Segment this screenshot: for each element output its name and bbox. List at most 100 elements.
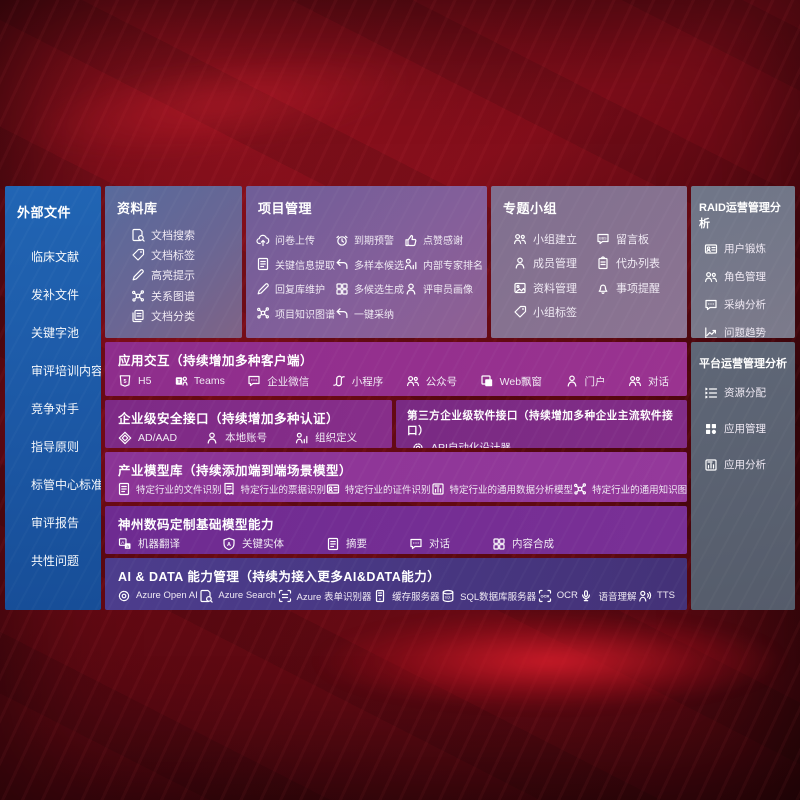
like-thanks[interactable]: 点赞感谢: [404, 232, 483, 247]
mini-program-client[interactable]: 小程序: [332, 374, 383, 389]
relation-graph[interactable]: 关系图谱: [131, 288, 242, 304]
expiry-alert[interactable]: 到期预警: [335, 232, 404, 247]
clipboard-icon: [596, 256, 610, 270]
role-management[interactable]: 角色管理: [704, 269, 795, 284]
standards-center-standards-label: 标管中心标准: [31, 478, 101, 492]
competitors[interactable]: 竞争对手: [31, 400, 93, 417]
right-column: RAID运营管理分析 用户锻炼 角色管理 采纳分析 问题趋势 平台运营管理分析 资源分…: [691, 186, 795, 610]
cache-server[interactable]: 缓存服务器: [373, 589, 440, 603]
common-issues[interactable]: 共性问题: [31, 552, 93, 569]
group-creation[interactable]: 小组建立: [513, 231, 596, 247]
review-reports[interactable]: 审评报告: [31, 514, 93, 531]
industry-data-analysis-model[interactable]: 特定行业的通用数据分析模型: [431, 482, 573, 496]
teams-client[interactable]: T Teams: [174, 374, 225, 388]
standards-center-standards[interactable]: 标管中心标准: [31, 476, 101, 493]
event-reminder[interactable]: 事项提醒: [596, 280, 679, 296]
topic-group-panel: 专题小组 小组建立 BBS 留言板 成员管理 代办列表 资料管理 事项提醒 小组标签: [491, 186, 687, 338]
event-reminder-label: 事项提醒: [616, 282, 660, 295]
content-synthesis[interactable]: 内容合成: [492, 536, 554, 551]
issue-trends[interactable]: 问题趋势: [704, 325, 795, 338]
reply-library-maintenance[interactable]: 回复库维护: [256, 281, 335, 296]
idcard-icon: [326, 482, 340, 496]
highlight-hint[interactable]: 高亮提示: [131, 267, 242, 283]
api-auto-designer[interactable]: API自动化设计器: [411, 440, 511, 448]
key-entities[interactable]: A 关键实体: [222, 536, 284, 551]
industry-id-recognition[interactable]: 特定行业的证件识别: [326, 482, 431, 496]
key-info-extraction-label: 关键信息提取: [275, 260, 335, 272]
org-definition-auth-label: 组织定义: [315, 432, 358, 444]
industry-knowledge-graph-model[interactable]: 特定行业的通用知识图谱模型: [573, 482, 687, 496]
guidelines[interactable]: 指导原则: [31, 438, 93, 455]
review-training-content[interactable]: 审评培训内容: [31, 362, 101, 379]
ocr-capability[interactable]: OCR OCR: [538, 589, 578, 603]
app-analysis-label: 应用分析: [724, 459, 766, 471]
message-board[interactable]: BBS 留言板: [596, 231, 679, 247]
dialogue[interactable]: 对话: [409, 536, 450, 551]
app-analysis[interactable]: 应用分析: [704, 457, 795, 472]
official-account-client[interactable]: 公众号: [406, 374, 457, 389]
doc-search[interactable]: 文档搜索: [131, 227, 242, 243]
todo-list[interactable]: 代办列表: [596, 255, 679, 271]
supplement-files[interactable]: 发补文件: [31, 286, 93, 303]
ad-aad-auth[interactable]: AD/AAD: [118, 431, 177, 445]
bell-icon: [596, 281, 610, 295]
web-popup-client[interactable]: Web飘窗: [480, 374, 542, 389]
project-management-list: 问卷上传 到期预警 点赞感谢关键信息提取 多样本候选 内部专家排名回复库维护 多候选生成 评…: [246, 223, 487, 338]
svg-text:a: a: [126, 543, 129, 548]
industry-file-recognition[interactable]: 特定行业的文件识别: [117, 482, 222, 496]
multi-sample-candidates[interactable]: 多样本候选: [335, 257, 404, 272]
azure-search-label: Azure Search: [218, 590, 276, 601]
sql-db-server[interactable]: SQL SQL数据库服务器: [441, 589, 536, 603]
doc-icon: [117, 482, 131, 496]
project-management-panel: 项目管理 问卷上传 到期预警 点赞感谢 关键信息提取 多样本候选 内部专家排名 回复库维护 多…: [246, 186, 487, 338]
h5-client[interactable]: 5 H5: [118, 374, 151, 388]
resource-allocation[interactable]: 资源分配: [704, 385, 795, 400]
doc-classification[interactable]: 文档分类: [131, 308, 242, 324]
security-interface-title: 企业级安全接口（持续增加多种认证）: [118, 412, 340, 426]
reviewer-profile[interactable]: 评审员画像: [404, 281, 483, 296]
azure-search[interactable]: Azure Search: [199, 589, 276, 603]
portal-client[interactable]: 门户: [565, 374, 606, 389]
diamond-icon: [118, 431, 132, 445]
library-list: 文档搜索文档标签高亮提示关系图谱文档分类: [105, 223, 242, 338]
summary[interactable]: 摘要: [326, 536, 367, 551]
speech-understanding[interactable]: 语音理解: [579, 589, 636, 603]
teams-icon: T: [174, 374, 188, 388]
app-management[interactable]: 应用管理: [704, 421, 795, 436]
keyword-pool[interactable]: 关键字池: [31, 324, 93, 341]
local-account-auth[interactable]: 本地账号: [205, 430, 267, 445]
azure-openai[interactable]: Azure Open AI: [117, 589, 198, 603]
tts-capability[interactable]: TTS: [638, 589, 675, 603]
svg-text:A: A: [227, 541, 231, 547]
project-knowledge-graph-label: 项目知识图谱: [275, 309, 335, 321]
multi-candidate-generation[interactable]: 多候选生成: [335, 281, 404, 296]
cloud-up-icon: [256, 233, 270, 247]
org-definition-auth[interactable]: 组织定义: [295, 430, 357, 445]
group-tags[interactable]: 小组标签: [513, 304, 596, 320]
adoption-analysis[interactable]: 采纳分析: [704, 297, 795, 312]
user-training[interactable]: 用户锻炼: [704, 241, 795, 256]
dialog-client[interactable]: 对话: [628, 374, 669, 389]
window-icon: [480, 374, 494, 388]
material-management[interactable]: 资料管理: [513, 280, 596, 296]
one-click-adoption-label: 一键采纳: [354, 309, 394, 321]
wecom-client[interactable]: 企业微信: [247, 374, 309, 389]
doc-tags[interactable]: 文档标签: [131, 247, 242, 263]
project-knowledge-graph[interactable]: 项目知识图谱: [256, 306, 335, 321]
internal-expert-ranking[interactable]: 内部专家排名: [404, 257, 483, 272]
key-info-extraction[interactable]: 关键信息提取: [256, 257, 335, 272]
app-management-label: 应用管理: [724, 423, 766, 435]
clinical-literature[interactable]: 临床文献: [31, 248, 93, 265]
member-management[interactable]: 成员管理: [513, 255, 596, 271]
web-popup-client-label: Web飘窗: [499, 375, 543, 388]
azure-form-recognizer[interactable]: Azure 表单识别器: [278, 589, 371, 603]
relation-graph-label: 关系图谱: [151, 290, 195, 303]
svg-text:BBS: BBS: [599, 237, 607, 241]
one-click-adoption[interactable]: 一键采纳: [335, 306, 404, 321]
questionnaire-upload[interactable]: 问卷上传: [256, 232, 335, 247]
industry-receipt-recognition[interactable]: 特定行业的票据识别: [222, 482, 326, 496]
reply-library-maintenance-label: 回复库维护: [275, 285, 325, 297]
